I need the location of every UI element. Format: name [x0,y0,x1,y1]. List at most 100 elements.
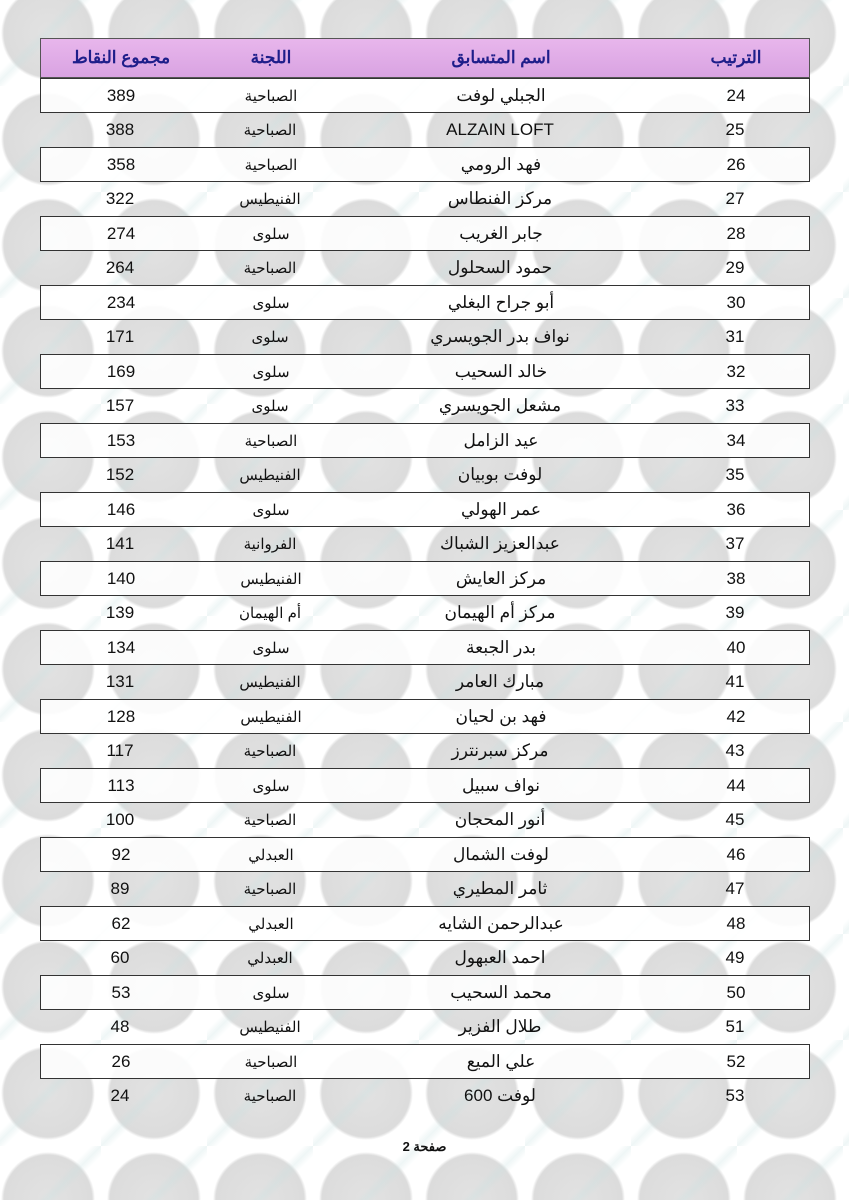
cell-name: احمد العبهول [454,947,546,967]
cell-points: 389 [106,86,136,105]
cell-committee: سلوى [252,778,290,795]
cell-rank: 41 [725,671,745,691]
header-points: مجموع النقاط [71,48,171,67]
table-row: 24 الجبلي لوفت الصباحية 389 [40,78,810,113]
cell-points: 146 [106,500,136,519]
cell-name: محمد السحيب [450,983,552,1002]
cell-points: 128 [106,707,136,726]
table-row: 40 بدر الجبعة سلوى 134 [40,630,810,665]
cell-points: 153 [106,431,136,450]
cell-rank: 33 [725,395,745,415]
cell-name: مبارك العامر [455,671,545,691]
cell-rank: 38 [726,569,746,588]
cell-rank: 48 [726,914,746,933]
cell-committee: سلوى [251,397,289,415]
cell-rank: 46 [726,845,746,864]
cell-rank: 37 [725,533,745,553]
table-row: 30 أبو جراح البغلي سلوى 234 [40,285,810,320]
cell-committee: الفنيطيس [240,571,302,588]
cell-name: مركز سبرنترز [451,740,549,760]
cell-name: حمود السحلول [447,257,553,277]
cell-rank: 40 [726,638,746,657]
table-row: 27 مركز الفنطاس الفنيطيس 322 [40,182,810,217]
table-row: 51 طلال الفزير الفنيطيس 48 [40,1010,810,1045]
cell-name: عبدالرحمن الشايه [438,914,564,933]
cell-rank: 27 [725,188,745,208]
cell-committee: الصباحية [244,1054,298,1071]
cell-rank: 31 [725,326,745,346]
cell-rank: 28 [726,224,746,243]
table-row: 37 عبدالعزيز الشباك الفروانية 141 [40,527,810,562]
cell-committee: الفنيطيس [239,466,301,484]
table-header: الترتيب اسم المتسابق اللجنة مجموع النقاط [40,38,810,78]
cell-name: عيد الزامل [463,431,539,450]
cell-points: 264 [105,257,135,277]
table-row: 53 لوفت 600 الصباحية 24 [40,1079,810,1114]
cell-points: 113 [107,776,135,795]
cell-rank: 39 [725,602,745,622]
cell-name: أبو جراح البغلي [447,293,555,312]
cell-points: 358 [106,155,136,174]
table-row: 31 نواف بدر الجويسري سلوى 171 [40,320,810,355]
table-row: 42 فهد بن لحيان الفنيطيس 128 [40,699,810,734]
cell-points: 322 [105,188,135,208]
table-row: 35 لوفت بوبيان الفنيطيس 152 [40,458,810,493]
table-row: 45 أنور المحجان الصباحية 100 [40,803,810,838]
cell-committee: الفنيطيس [240,709,302,726]
header-rank: الترتيب [710,48,762,67]
cell-name: نواف بدر الجويسري [430,326,570,346]
cell-committee: الصباحية [243,811,297,829]
cell-committee: الصباحية [243,259,297,277]
cell-points: 48 [110,1016,130,1036]
rankings-table: الترتيب اسم المتسابق اللجنة مجموع النقاط… [40,38,810,1113]
table-row: 26 فهد الرومي الصباحية 358 [40,147,810,182]
cell-points: 140 [106,569,136,588]
cell-committee: الصباحية [243,742,297,760]
cell-rank: 30 [726,293,746,312]
cell-name: لوفت الشمال [453,845,549,864]
cell-committee: سلوى [252,985,290,1002]
cell-name: جابر الغريب [459,224,543,243]
cell-committee: سلوى [252,226,290,243]
cell-name: مركز أم الهيمان [444,602,556,622]
cell-name: طلال الفزير [458,1016,542,1036]
cell-points: 157 [105,395,135,415]
table-body: 24 الجبلي لوفت الصباحية 389 25 ALZAIN LOFT الص… [40,78,810,1113]
cell-name: بدر الجبعة [466,638,536,657]
cell-rank: 43 [725,740,745,760]
table-row: 33 مشعل الجويسري سلوى 157 [40,389,810,424]
cell-points: 62 [111,914,131,933]
cell-rank: 53 [725,1085,745,1105]
cell-name: فهد الرومي [460,155,542,174]
cell-points: 152 [105,464,135,484]
cell-rank: 42 [726,707,746,726]
cell-points: 60 [110,947,130,967]
cell-name: لوفت بوبيان [457,464,543,484]
cell-name: أنور المحجان [454,809,546,829]
cell-rank: 44 [726,776,746,795]
cell-rank: 29 [725,257,745,277]
cell-rank: 47 [725,878,745,898]
cell-name: فهد بن لحيان [455,707,547,726]
table-row: 50 محمد السحيب سلوى 53 [40,975,810,1010]
cell-name: عبدالعزيز الشباك [440,533,560,553]
cell-points: 388 [105,119,135,139]
cell-name: ALZAIN LOFT [446,119,554,139]
table-row: 29 حمود السحلول الصباحية 264 [40,251,810,286]
cell-committee: العبدلي [247,949,293,967]
cell-committee: الفنيطيس [239,673,301,691]
cell-name: لوفت 600 [464,1085,536,1105]
cell-points: 92 [111,845,131,864]
cell-committee: سلوى [252,364,290,381]
cell-name: عمر الهولي [461,500,541,519]
cell-committee: الصباحية [244,157,298,174]
cell-committee: الصباحية [243,880,297,898]
cell-committee: سلوى [251,328,289,346]
table-row: 32 خالد السحيب سلوى 169 [40,354,810,389]
cell-points: 53 [111,983,131,1002]
table-row: 49 احمد العبهول العبدلي 60 [40,941,810,976]
cell-points: 100 [105,809,135,829]
cell-rank: 32 [726,362,746,381]
cell-name: خالد السحيب [454,362,548,381]
cell-points: 274 [106,224,136,243]
